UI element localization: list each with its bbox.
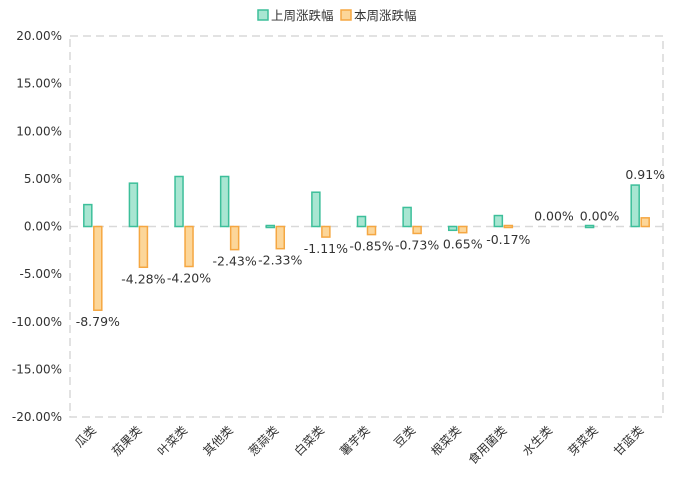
bar-last-week	[630, 184, 640, 228]
y-tick-label: 5.00%	[24, 172, 62, 186]
data-label: -2.33%	[258, 253, 302, 268]
legend-label-this-week: 本周涨跌幅	[354, 8, 417, 23]
legend-swatch-this-week	[340, 9, 352, 21]
data-label: -0.17%	[486, 232, 530, 247]
bar-last-week	[174, 175, 184, 228]
data-label: -0.85%	[349, 239, 393, 254]
bar-last-week	[402, 206, 412, 228]
data-label: -1.11%	[304, 241, 348, 256]
bar-last-week	[447, 225, 458, 232]
bar-last-week	[356, 215, 367, 228]
bar-this-week	[503, 224, 514, 229]
y-tick-label: -15.00%	[12, 362, 62, 376]
y-tick-label: -10.00%	[12, 315, 62, 329]
plot-frame	[69, 35, 664, 418]
y-tick-label: -5.00%	[20, 267, 62, 281]
bar-last-week	[311, 191, 321, 228]
bar-this-week	[321, 225, 331, 238]
bar-this-week	[412, 225, 422, 235]
bars	[83, 175, 650, 311]
bar-last-week	[219, 175, 230, 228]
legend-swatch-last-week	[257, 9, 269, 21]
y-tick-label: -20.00%	[12, 410, 62, 424]
y-tick-label: 0.00%	[24, 220, 62, 234]
bar-last-week	[584, 224, 595, 229]
data-label: 0.91%	[625, 167, 665, 182]
data-label: -4.20%	[167, 271, 211, 286]
data-label: 0.00%	[580, 209, 620, 224]
bar-this-week	[366, 225, 377, 236]
bar-this-week	[640, 217, 650, 228]
data-labels: -8.79% -4.28% -4.20%-2.43% -2.33%-1.11% -0.8…	[76, 167, 665, 329]
bar-last-week	[493, 214, 504, 228]
data-label: 0.00%	[534, 209, 574, 224]
y-tick-label: 10.00%	[16, 124, 62, 138]
data-label: 0.65%	[443, 237, 483, 252]
bar-this-week	[184, 225, 194, 268]
data-label: -4.28%	[121, 271, 165, 286]
y-tick-label: 20.00%	[16, 29, 62, 43]
data-label: -2.43%	[213, 254, 257, 269]
data-label: -8.79%	[76, 314, 120, 329]
bar-this-week	[93, 225, 103, 311]
y-axis: 20.00% 15.00% 10.00% 5.00% 0.00% -5.00% -10.00…	[12, 29, 62, 424]
data-label: -0.73%	[395, 237, 439, 252]
bar-this-week	[275, 225, 286, 250]
bar-this-week	[229, 225, 240, 251]
bar-this-week	[457, 225, 468, 234]
bar-this-week	[138, 225, 149, 269]
bar-last-week	[265, 224, 276, 229]
legend-label-last-week: 上周涨跌幅	[271, 8, 334, 23]
bar-last-week	[128, 182, 139, 228]
y-tick-label: 15.00%	[16, 77, 62, 91]
legend: 上周涨跌幅 本周涨跌幅	[257, 8, 417, 23]
bar-last-week	[83, 203, 93, 228]
